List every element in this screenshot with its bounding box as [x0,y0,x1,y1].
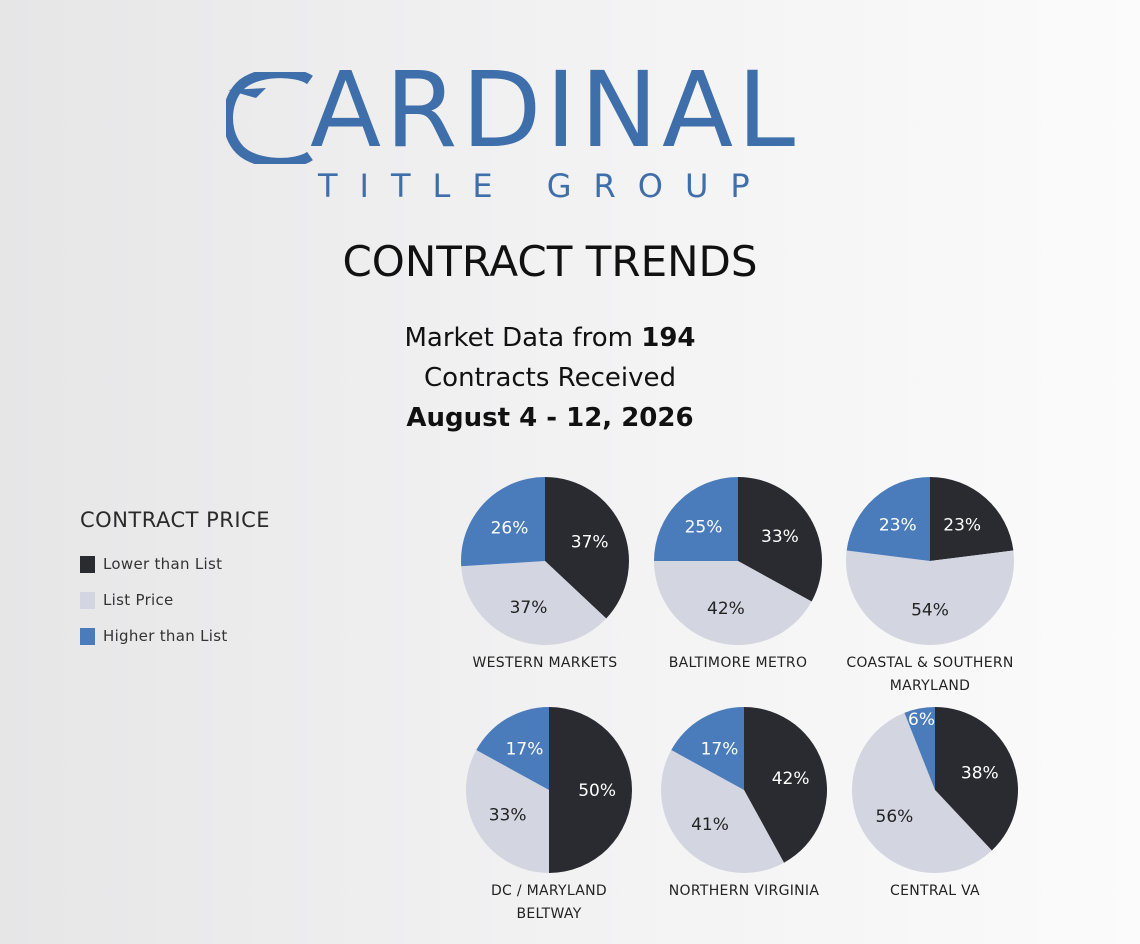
pie-slice-higher [461,477,545,567]
legend: CONTRACT PRICE Lower than List List Pric… [80,505,380,663]
pie-slice-list [851,712,992,874]
subtitle-prefix: Market Data from [404,323,642,353]
pie-caption: WESTERN MARKETS [473,655,618,671]
contract-count: 194 [641,323,696,353]
cardinal-hook-icon [226,72,313,164]
pie-slice-lower [744,707,827,863]
pie-label-higher: 25% [685,518,723,538]
pie-slice-lower [930,477,1014,561]
legend-item-list: List Price [80,591,380,609]
legend-title: CONTRACT PRICE [80,508,271,532]
pie-caption: MARYLAND [890,678,970,694]
pie-caption: CENTRAL VA [890,883,980,899]
pie-chart-5: 42% 41% 17% NORTHERN VIRGINIA [661,707,827,899]
pie-label-list: 33% [489,806,527,826]
pie-label-list: 42% [707,599,745,619]
legend-item-lower: Lower than List [80,555,380,573]
pie-chart-4: 50% 33% 17% DC / MARYLAND BELTWAY [466,707,632,922]
pie-label-list: 37% [510,598,548,618]
pie-slice-higher [904,707,935,790]
pie-label-lower: 42% [772,769,810,789]
legend-label-higher: Higher than List [103,627,228,645]
pie-label-lower: 23% [943,516,981,536]
pie-label-list: 54% [911,601,949,621]
page-title: CONTRACT TRENDS [342,237,758,286]
pie-slice-higher [671,707,744,790]
pie-label-list: 56% [876,807,914,827]
pie-label-lower: 33% [761,527,799,547]
pie-slice-list [661,750,784,873]
brand-logo: ARDINAL TITLE GROUP [0,58,1100,208]
legend-swatch-higher [80,627,95,645]
legend-swatch-list [80,591,95,609]
pie-caption: DC / MARYLAND [491,883,607,899]
pie-slice-lower [935,707,1018,851]
legend-label-list: List Price [103,591,174,609]
subtitle-line-1: Market Data from 194 [0,318,1100,358]
legend-swatch-lower [80,555,95,573]
pie-label-higher: 23% [879,516,917,536]
pie-caption: COASTAL & SOUTHERN [846,655,1013,671]
pie-label-lower: 50% [578,781,616,801]
pie-slice-higher [846,477,930,561]
pie-slice-list [466,750,549,873]
pie-slice-lower [549,707,632,873]
pie-slice-list [654,561,812,646]
pie-chart-2: 33% 42% 25% BALTIMORE METRO [654,476,823,671]
pie-caption: BELTWAY [516,906,581,922]
pie-slice-lower [738,476,823,602]
brand-name: ARDINAL [310,49,800,171]
pie-slice-higher [654,477,738,561]
pie-label-higher: 26% [491,519,529,539]
pie-slice-list [461,561,607,645]
pie-label-lower: 37% [571,533,609,553]
pie-caption: BALTIMORE METRO [669,655,808,671]
brand-subtitle: TITLE GROUP [318,167,772,205]
pie-label-higher: 6% [908,710,935,730]
pie-slice-lower [545,477,629,619]
date-range: August 4 - 12, 2026 [406,403,694,433]
pie-chart-3: 23% 54% 23% COASTAL & SOUTHERN MARYLAND [845,477,1015,694]
subtitle-line-2: Contracts Received [424,363,676,393]
pie-chart-1: 37% 37% 26% WESTERN MARKETS [461,477,629,671]
legend-label-lower: Lower than List [103,555,223,573]
pie-chart-6: 38% 56% 6% CENTRAL VA [851,707,1018,899]
pie-label-lower: 38% [961,763,999,783]
pie-caption: NORTHERN VIRGINIA [669,883,820,899]
pie-slice-list [845,550,1015,645]
pie-slice-higher [476,707,549,790]
pie-label-list: 41% [691,815,729,835]
pie-label-higher: 17% [506,740,544,760]
pie-label-higher: 17% [701,740,739,760]
legend-item-higher: Higher than List [80,627,380,645]
